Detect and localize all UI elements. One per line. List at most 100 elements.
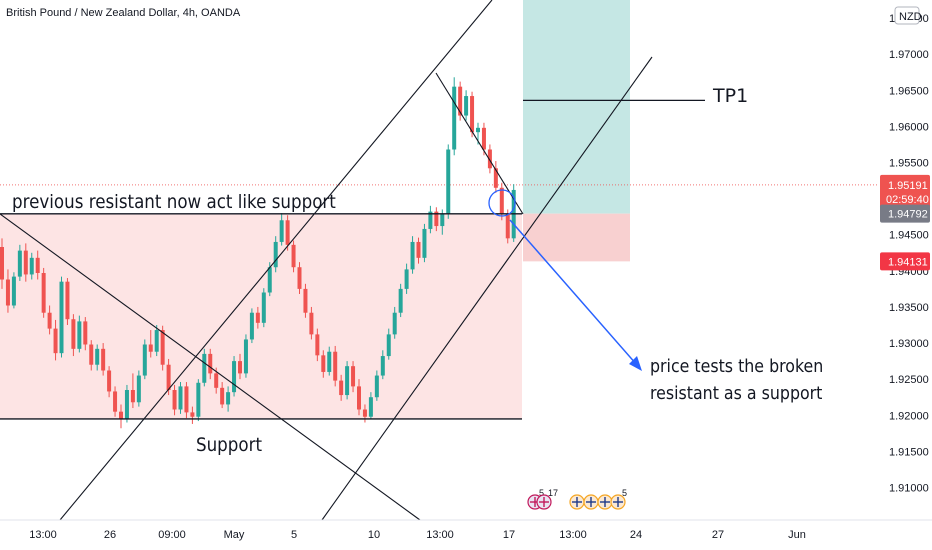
candle-body — [35, 257, 40, 273]
candle-body — [345, 366, 350, 396]
time-tick-label: 13:00 — [426, 529, 454, 541]
candle-body — [214, 373, 219, 388]
price-tick-label: 1.92000 — [889, 410, 929, 422]
candle-body — [160, 330, 165, 365]
trendlines[interactable] — [0, 0, 653, 521]
candle-body — [23, 250, 28, 275]
candle-body — [202, 353, 207, 383]
candle-body — [5, 279, 10, 306]
time-tick-label: 09:00 — [158, 529, 186, 541]
stop-zone[interactable] — [523, 213, 630, 262]
candle-body — [83, 321, 88, 345]
candle-body — [89, 344, 94, 365]
price-tick-label: 1.91500 — [889, 446, 929, 458]
candle-body — [154, 330, 159, 352]
current-price-tag — [880, 174, 930, 209]
countdown-label: 02:59:40 — [886, 194, 929, 206]
candle-body — [178, 386, 183, 410]
time-tick-label: Jun — [788, 529, 806, 541]
candle-body — [267, 267, 272, 293]
chart-title: British Pound / New Zealand Dollar, 4h, … — [6, 7, 241, 19]
stop-price-tag — [880, 252, 930, 271]
candle-body — [107, 370, 112, 392]
price-tick-label: 1.92500 — [889, 374, 929, 386]
candle-body — [446, 149, 451, 215]
candle-body — [291, 244, 296, 268]
event-count: 17 — [548, 488, 558, 498]
candle-body — [0, 247, 4, 280]
price-tick-label: 1.93000 — [889, 338, 929, 350]
candle-body — [440, 214, 445, 227]
ascending-channel-lower-line[interactable] — [321, 56, 653, 521]
candle-body — [481, 127, 486, 150]
time-axis[interactable] — [0, 520, 932, 550]
candle-body — [297, 267, 302, 289]
candle-body — [29, 257, 34, 275]
price-tick-label: 1.94500 — [889, 230, 929, 242]
candle-body — [273, 241, 278, 268]
time-tick-label: 24 — [630, 529, 642, 541]
price-tick-label: 1.93500 — [889, 302, 929, 314]
candle-body — [428, 211, 433, 229]
price-tick-label: 1.96000 — [889, 121, 929, 133]
candle-body — [130, 390, 135, 403]
candle-body — [386, 334, 391, 357]
candle-body — [380, 356, 385, 376]
candle-body — [255, 312, 260, 323]
currency-badge-label: NZD — [899, 11, 922, 23]
ascending-channel-upper-line[interactable] — [59, 0, 493, 521]
candle-body — [392, 312, 397, 335]
candle-body — [434, 211, 439, 227]
pullback-trendline[interactable] — [435, 72, 524, 215]
candle-body — [422, 228, 427, 258]
candle-body — [119, 411, 123, 419]
candle-body — [95, 348, 100, 365]
candle-body — [368, 397, 373, 417]
descending-trendline[interactable] — [0, 213, 421, 521]
arrow-head-icon — [629, 356, 642, 371]
candle-body — [303, 288, 308, 313]
candle-body — [279, 220, 284, 242]
candle-body — [184, 386, 189, 413]
candle-body — [208, 353, 213, 374]
range-zone — [0, 213, 522, 419]
retest-circle — [488, 189, 516, 217]
candle-body — [493, 168, 498, 188]
candle-body — [226, 392, 231, 405]
support-annotation: Support — [196, 434, 262, 456]
candle-body — [243, 339, 248, 374]
candle-body — [333, 351, 338, 381]
price-tick-label: 1.91000 — [889, 483, 929, 495]
candle-body — [339, 380, 344, 396]
candle-body — [452, 86, 457, 150]
candle-body — [113, 391, 118, 412]
current-price-label: 1.95191 — [888, 180, 928, 192]
candle-body — [166, 364, 171, 390]
candle-body — [101, 348, 106, 371]
candle-body — [351, 366, 356, 387]
retest-annotation-line1: price tests the broken — [650, 355, 823, 376]
time-axis-ticks: 13:00 26 09:00 May 5 10 13:00 17 13:00 24 27 Jun — [29, 529, 806, 541]
price-tick-label: 1.96500 — [889, 85, 929, 97]
candle-body — [249, 312, 254, 340]
candle-body — [309, 312, 314, 335]
candle-body — [47, 312, 52, 329]
candle-body — [53, 328, 58, 354]
economic-event-badges[interactable]: 5 17 5 — [527, 488, 627, 510]
arrow-line — [509, 219, 638, 366]
candle-body — [71, 319, 76, 349]
retest-annotation-line2: resistant as a support — [650, 382, 823, 403]
stop-price-label: 1.94131 — [888, 256, 928, 268]
candle-body — [232, 361, 237, 393]
time-tick-label: 26 — [104, 529, 116, 541]
candle-body — [476, 127, 480, 133]
candle-body — [321, 355, 326, 372]
candle-body — [416, 241, 421, 258]
candle-body — [172, 390, 177, 410]
candle-body — [238, 361, 242, 374]
candle-body — [487, 149, 492, 169]
currency-badge[interactable] — [894, 6, 920, 25]
target-zone[interactable] — [523, 0, 630, 214]
candle-body — [196, 382, 201, 417]
